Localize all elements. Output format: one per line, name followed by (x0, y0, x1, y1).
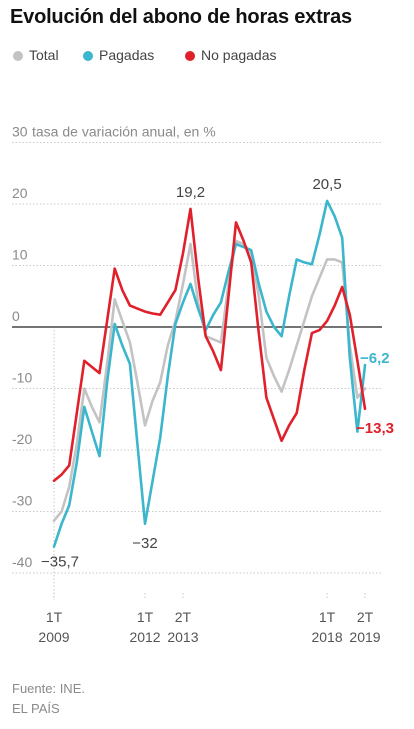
x-tick-label: 1T (319, 609, 336, 625)
legend-label-total: Total (29, 47, 59, 63)
legend-swatch-total (13, 51, 23, 61)
x-tick-label: 2T (175, 609, 192, 625)
series-line-pagadas (52, 199, 367, 548)
legend-item-total: Total (13, 47, 59, 63)
legend-item-no-pagadas: No pagadas (185, 47, 277, 63)
legend-label-pagadas: Pagadas (99, 47, 155, 63)
y-tick-label: 0 (12, 308, 20, 324)
footer: Fuente: INE. EL PAÍS (12, 679, 85, 719)
x-tick-label: 2012 (129, 629, 160, 645)
y-tick-label: 30 (12, 124, 28, 140)
data-label: 20,5 (312, 176, 341, 193)
data-label: 19,2 (176, 184, 205, 201)
series-line-total (52, 239, 367, 523)
x-tick-label: 2009 (38, 629, 69, 645)
legend-item-pagadas: Pagadas (83, 47, 154, 63)
publisher-name: EL PAÍS (12, 701, 60, 716)
x-tick-label: 1T (137, 609, 154, 625)
y-tick-label: -30 (12, 493, 32, 509)
data-label: −32 (132, 535, 157, 552)
data-label: −13,3 (356, 420, 394, 437)
legend-swatch-pagadas (83, 51, 93, 61)
y-tick-label: -20 (12, 431, 32, 447)
data-label: −6,2 (360, 350, 390, 367)
y-tick-label: -10 (12, 370, 32, 386)
legend-label-no-pagadas: No pagadas (201, 47, 277, 63)
y-tick-label: 20 (12, 185, 28, 201)
legend-swatch-no-pagadas (185, 51, 195, 61)
x-tick-label: 2T (357, 609, 374, 625)
y-tick-label: 10 (12, 247, 28, 263)
series-line-no-pagadas (52, 207, 367, 483)
y-axis-label: tasa de variación anual, en % (32, 124, 216, 140)
x-tick-label: 2013 (167, 629, 198, 645)
x-tick-label: 1T (46, 609, 63, 625)
chart-title: Evolución del abono de horas extras (10, 6, 352, 28)
data-label: −35,7 (41, 554, 79, 571)
x-tick-label: 2018 (311, 629, 342, 645)
source-note: Fuente: INE. (12, 681, 85, 696)
y-tick-label: -40 (12, 554, 32, 570)
x-tick-label: 2019 (349, 629, 380, 645)
